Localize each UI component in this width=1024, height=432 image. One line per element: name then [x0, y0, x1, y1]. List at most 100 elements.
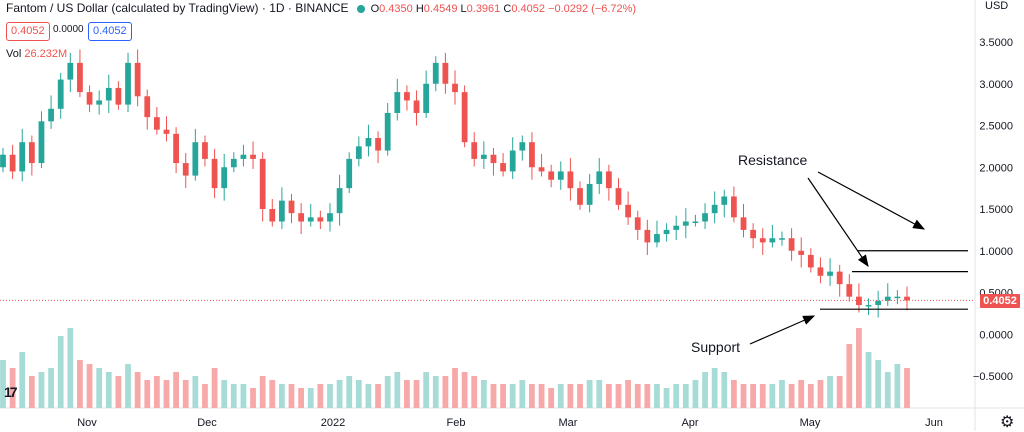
y-tick-label: 1.0000	[979, 246, 1013, 258]
candle-body	[442, 62, 449, 84]
candle-body	[38, 121, 45, 164]
volume-bar	[134, 372, 141, 408]
volume-bar	[105, 372, 112, 408]
candle-body	[259, 158, 266, 209]
candle-body	[28, 142, 35, 164]
volume-bar	[654, 384, 660, 408]
candle-body	[125, 62, 131, 105]
chart-header: Fantom / US Dollar (calculated by Tradin…	[6, 0, 636, 16]
volume-bar	[836, 376, 843, 408]
volume-bar	[596, 380, 603, 408]
candle-body	[471, 142, 478, 159]
volume-bar	[211, 368, 218, 408]
currency-label[interactable]: USD	[985, 0, 1009, 12]
volume-bar	[230, 384, 237, 408]
candle-body	[19, 142, 26, 172]
resistance-label: Resistance	[738, 152, 808, 168]
volume-bar	[644, 384, 651, 408]
volume-bar	[702, 372, 708, 408]
volume-bar	[327, 384, 333, 408]
candle-body	[115, 87, 122, 105]
candle-body	[557, 171, 564, 180]
candle-body	[904, 296, 910, 301]
tradingview-logo-icon[interactable]: 17	[4, 384, 18, 400]
candle-body	[480, 154, 487, 159]
candle-body	[644, 229, 651, 243]
volume-bar	[798, 380, 805, 408]
candle-body	[57, 79, 64, 109]
candle-body	[490, 154, 497, 164]
volume-bar	[413, 380, 420, 408]
candle-body	[452, 83, 458, 93]
candle-body	[865, 305, 872, 307]
candle-body	[634, 217, 641, 230]
candle-body	[548, 171, 555, 180]
volume-bar	[471, 376, 478, 408]
volume-bar	[307, 388, 314, 408]
candle-body	[355, 146, 362, 159]
candle-body	[134, 62, 141, 97]
candle-body	[827, 271, 833, 276]
candle-body	[846, 284, 853, 297]
candle-body	[817, 267, 824, 276]
candle-body	[413, 100, 420, 113]
volume-bar	[298, 388, 305, 408]
candle-body	[375, 138, 381, 151]
candle-body	[336, 188, 343, 214]
candle-body	[567, 171, 574, 189]
volume-bar	[365, 384, 372, 408]
volume-bar	[48, 368, 54, 408]
x-tick-label: May	[800, 417, 821, 429]
candle-body	[702, 213, 708, 222]
symbol-title[interactable]: Fantom / US Dollar (calculated by Tradin…	[6, 1, 349, 15]
volume-bar	[731, 380, 737, 408]
candle-body	[221, 167, 228, 189]
volume-bar	[67, 328, 74, 408]
volume-bar	[96, 368, 103, 408]
candle-body	[105, 87, 112, 101]
volume-bar	[346, 376, 353, 408]
volume-bar	[750, 384, 757, 408]
volume-bar	[875, 360, 882, 408]
y-tick-label: 2.0000	[979, 162, 1013, 174]
x-tick-label: 2022	[321, 417, 345, 429]
gear-icon[interactable]: ⚙	[1000, 414, 1015, 431]
volume-bar	[77, 360, 83, 408]
candle-body	[798, 250, 805, 255]
candle-body	[423, 83, 430, 113]
green-dot-icon	[356, 4, 365, 13]
volume-bar	[442, 376, 449, 408]
candle-body	[538, 167, 545, 172]
candle-body	[875, 300, 882, 306]
buy-box[interactable]: 0.4052	[88, 22, 132, 41]
candle-body	[740, 217, 747, 230]
volume-bar	[259, 376, 266, 408]
volume-bar	[856, 328, 862, 408]
volume-bar	[269, 380, 276, 408]
volume-bar	[567, 384, 574, 408]
volume-bar	[490, 384, 497, 408]
volume-bar	[279, 384, 285, 408]
candle-body	[288, 200, 295, 214]
x-tick-label: Dec	[197, 417, 217, 429]
candle-body	[586, 183, 593, 205]
candle-body	[96, 100, 103, 105]
candle-body	[759, 238, 766, 243]
sell-box[interactable]: 0.4052	[6, 22, 50, 41]
candle-body	[48, 108, 54, 122]
support-label: Support	[691, 339, 741, 355]
candle-body	[9, 154, 16, 172]
volume-bar	[9, 368, 16, 408]
volume-bar	[509, 384, 516, 408]
volume-bar	[480, 380, 487, 408]
support-arrow	[749, 315, 816, 345]
volume-bar	[538, 384, 545, 408]
candle-body	[894, 296, 901, 299]
volume-bar	[692, 380, 699, 408]
candle-body	[625, 204, 631, 218]
candle-body	[788, 238, 795, 251]
candle-body	[230, 158, 237, 168]
candle-body	[711, 204, 718, 214]
candle-body	[596, 171, 603, 184]
